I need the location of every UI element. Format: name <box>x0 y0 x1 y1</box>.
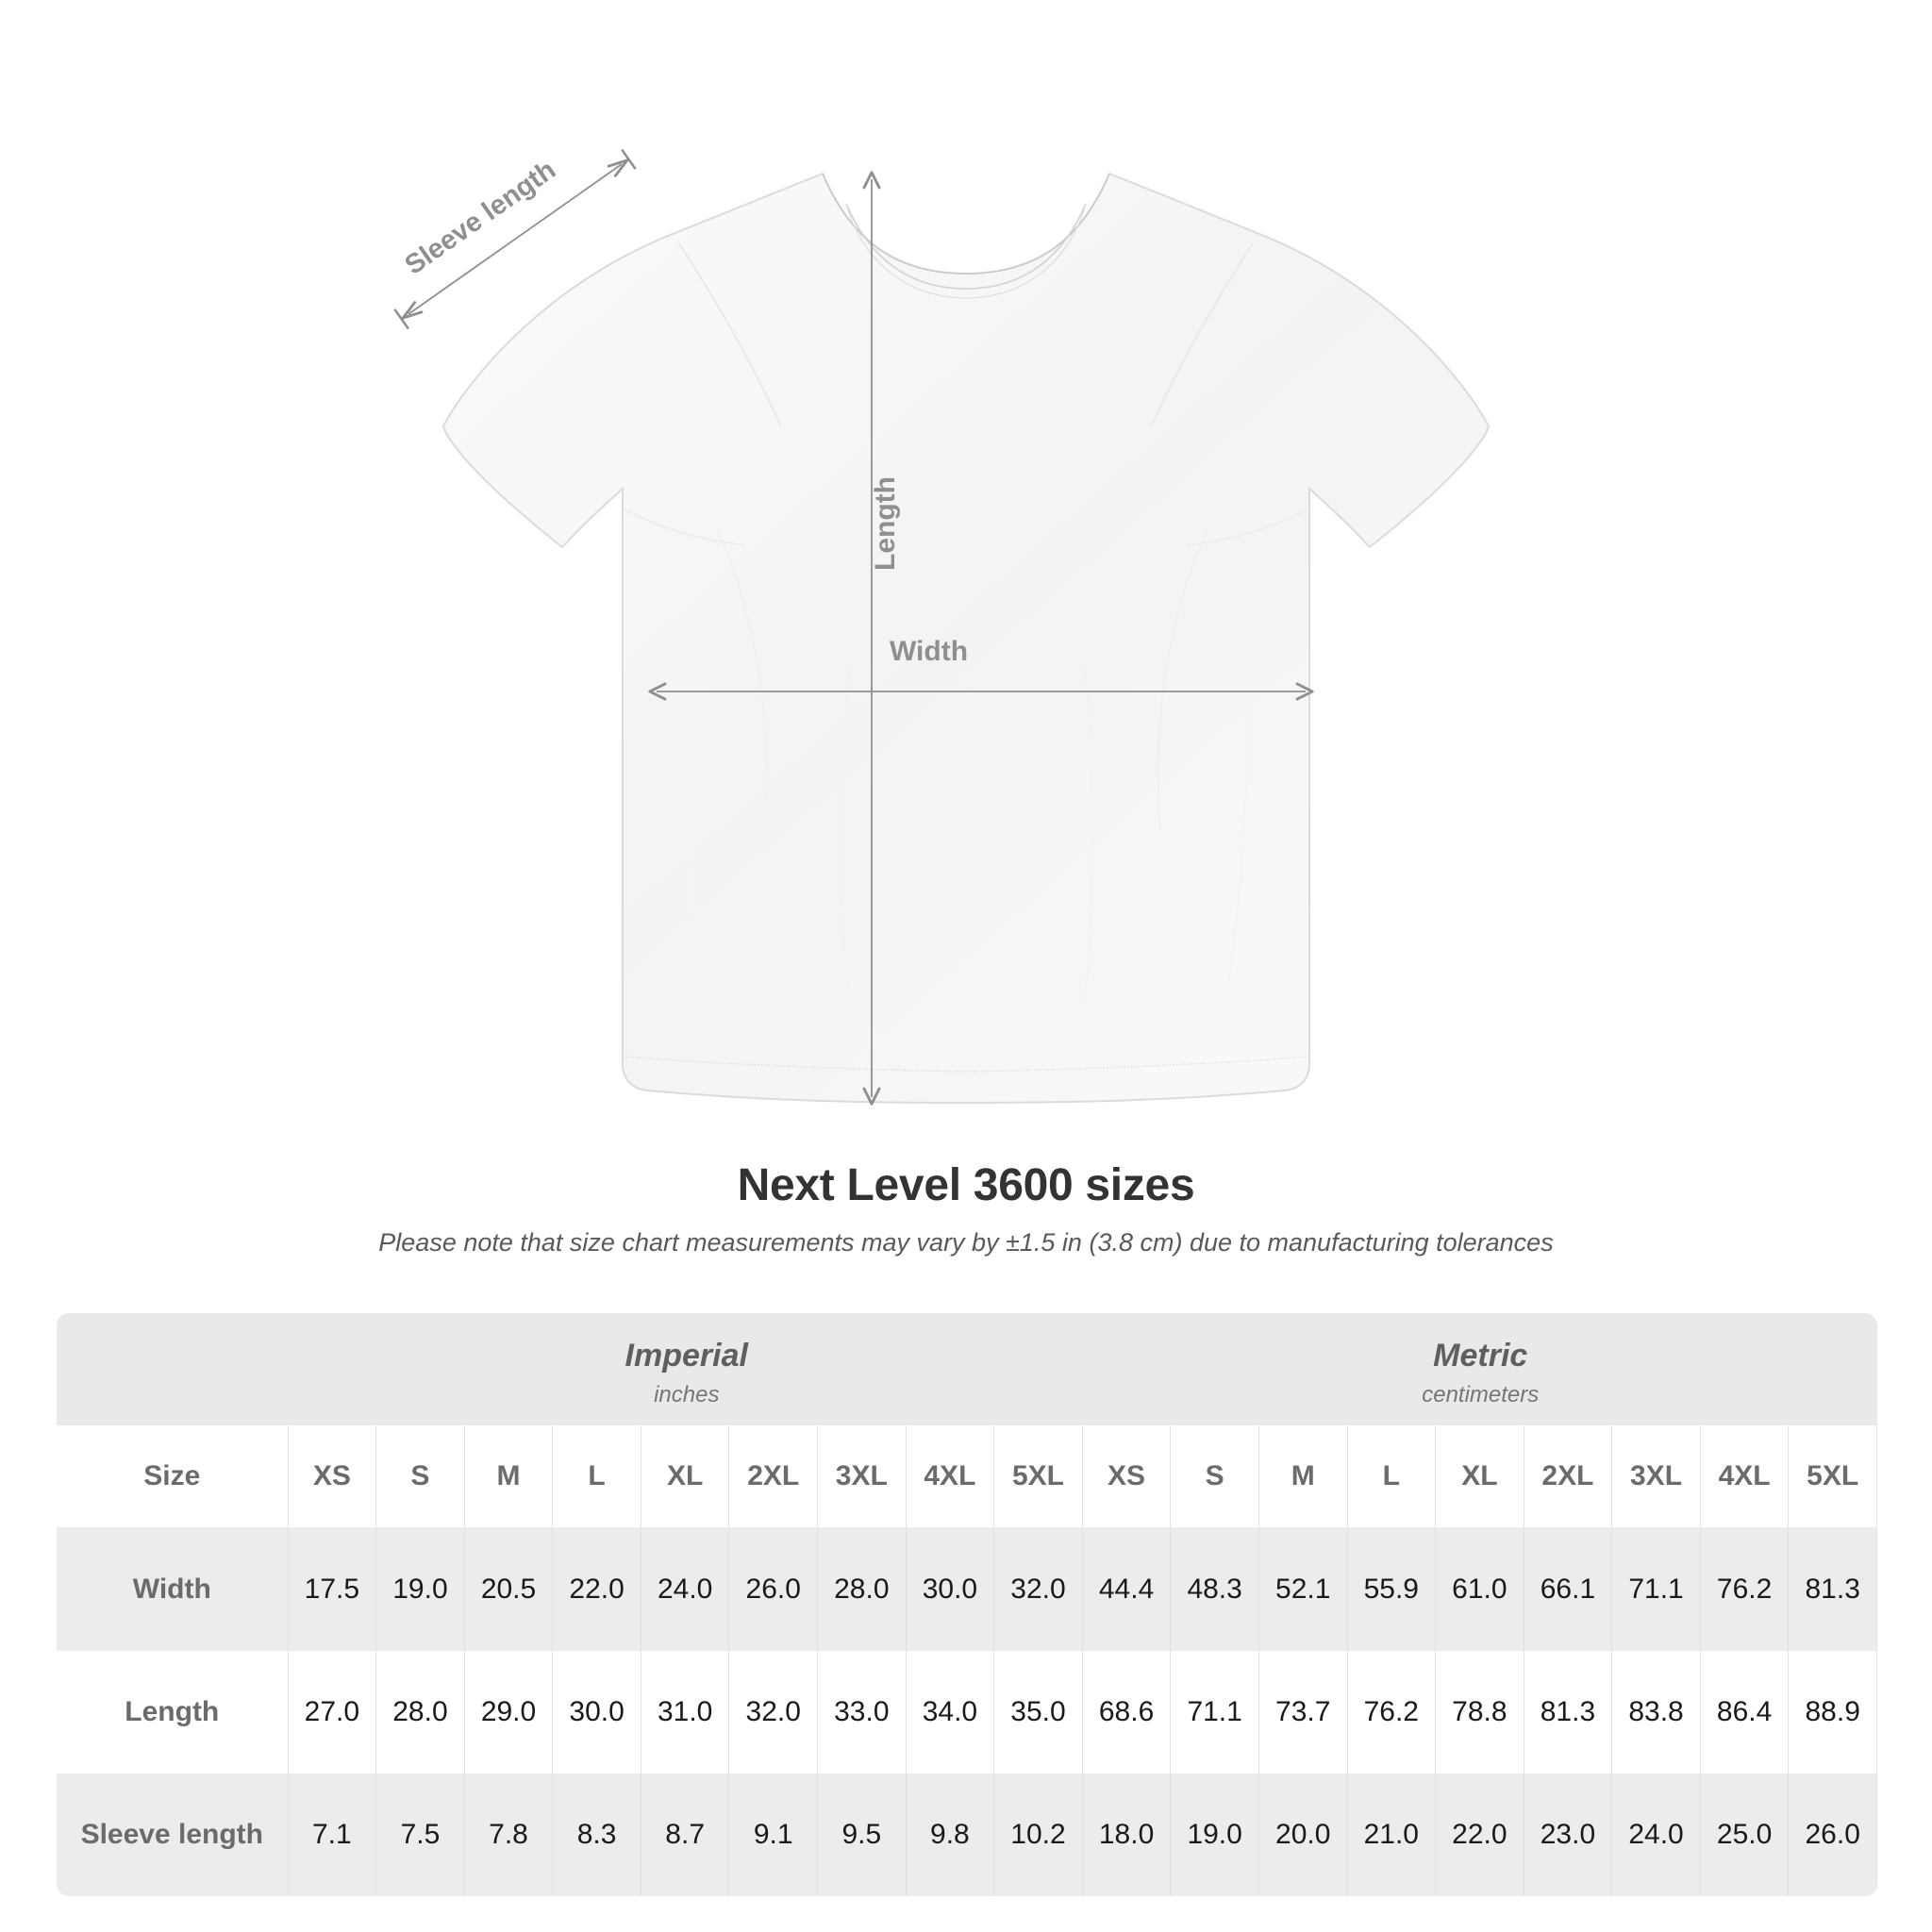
svg-text:Sleeve length: Sleeve length <box>400 155 561 281</box>
svg-text:Width: Width <box>890 636 968 667</box>
svg-text:Length: Length <box>870 476 901 571</box>
